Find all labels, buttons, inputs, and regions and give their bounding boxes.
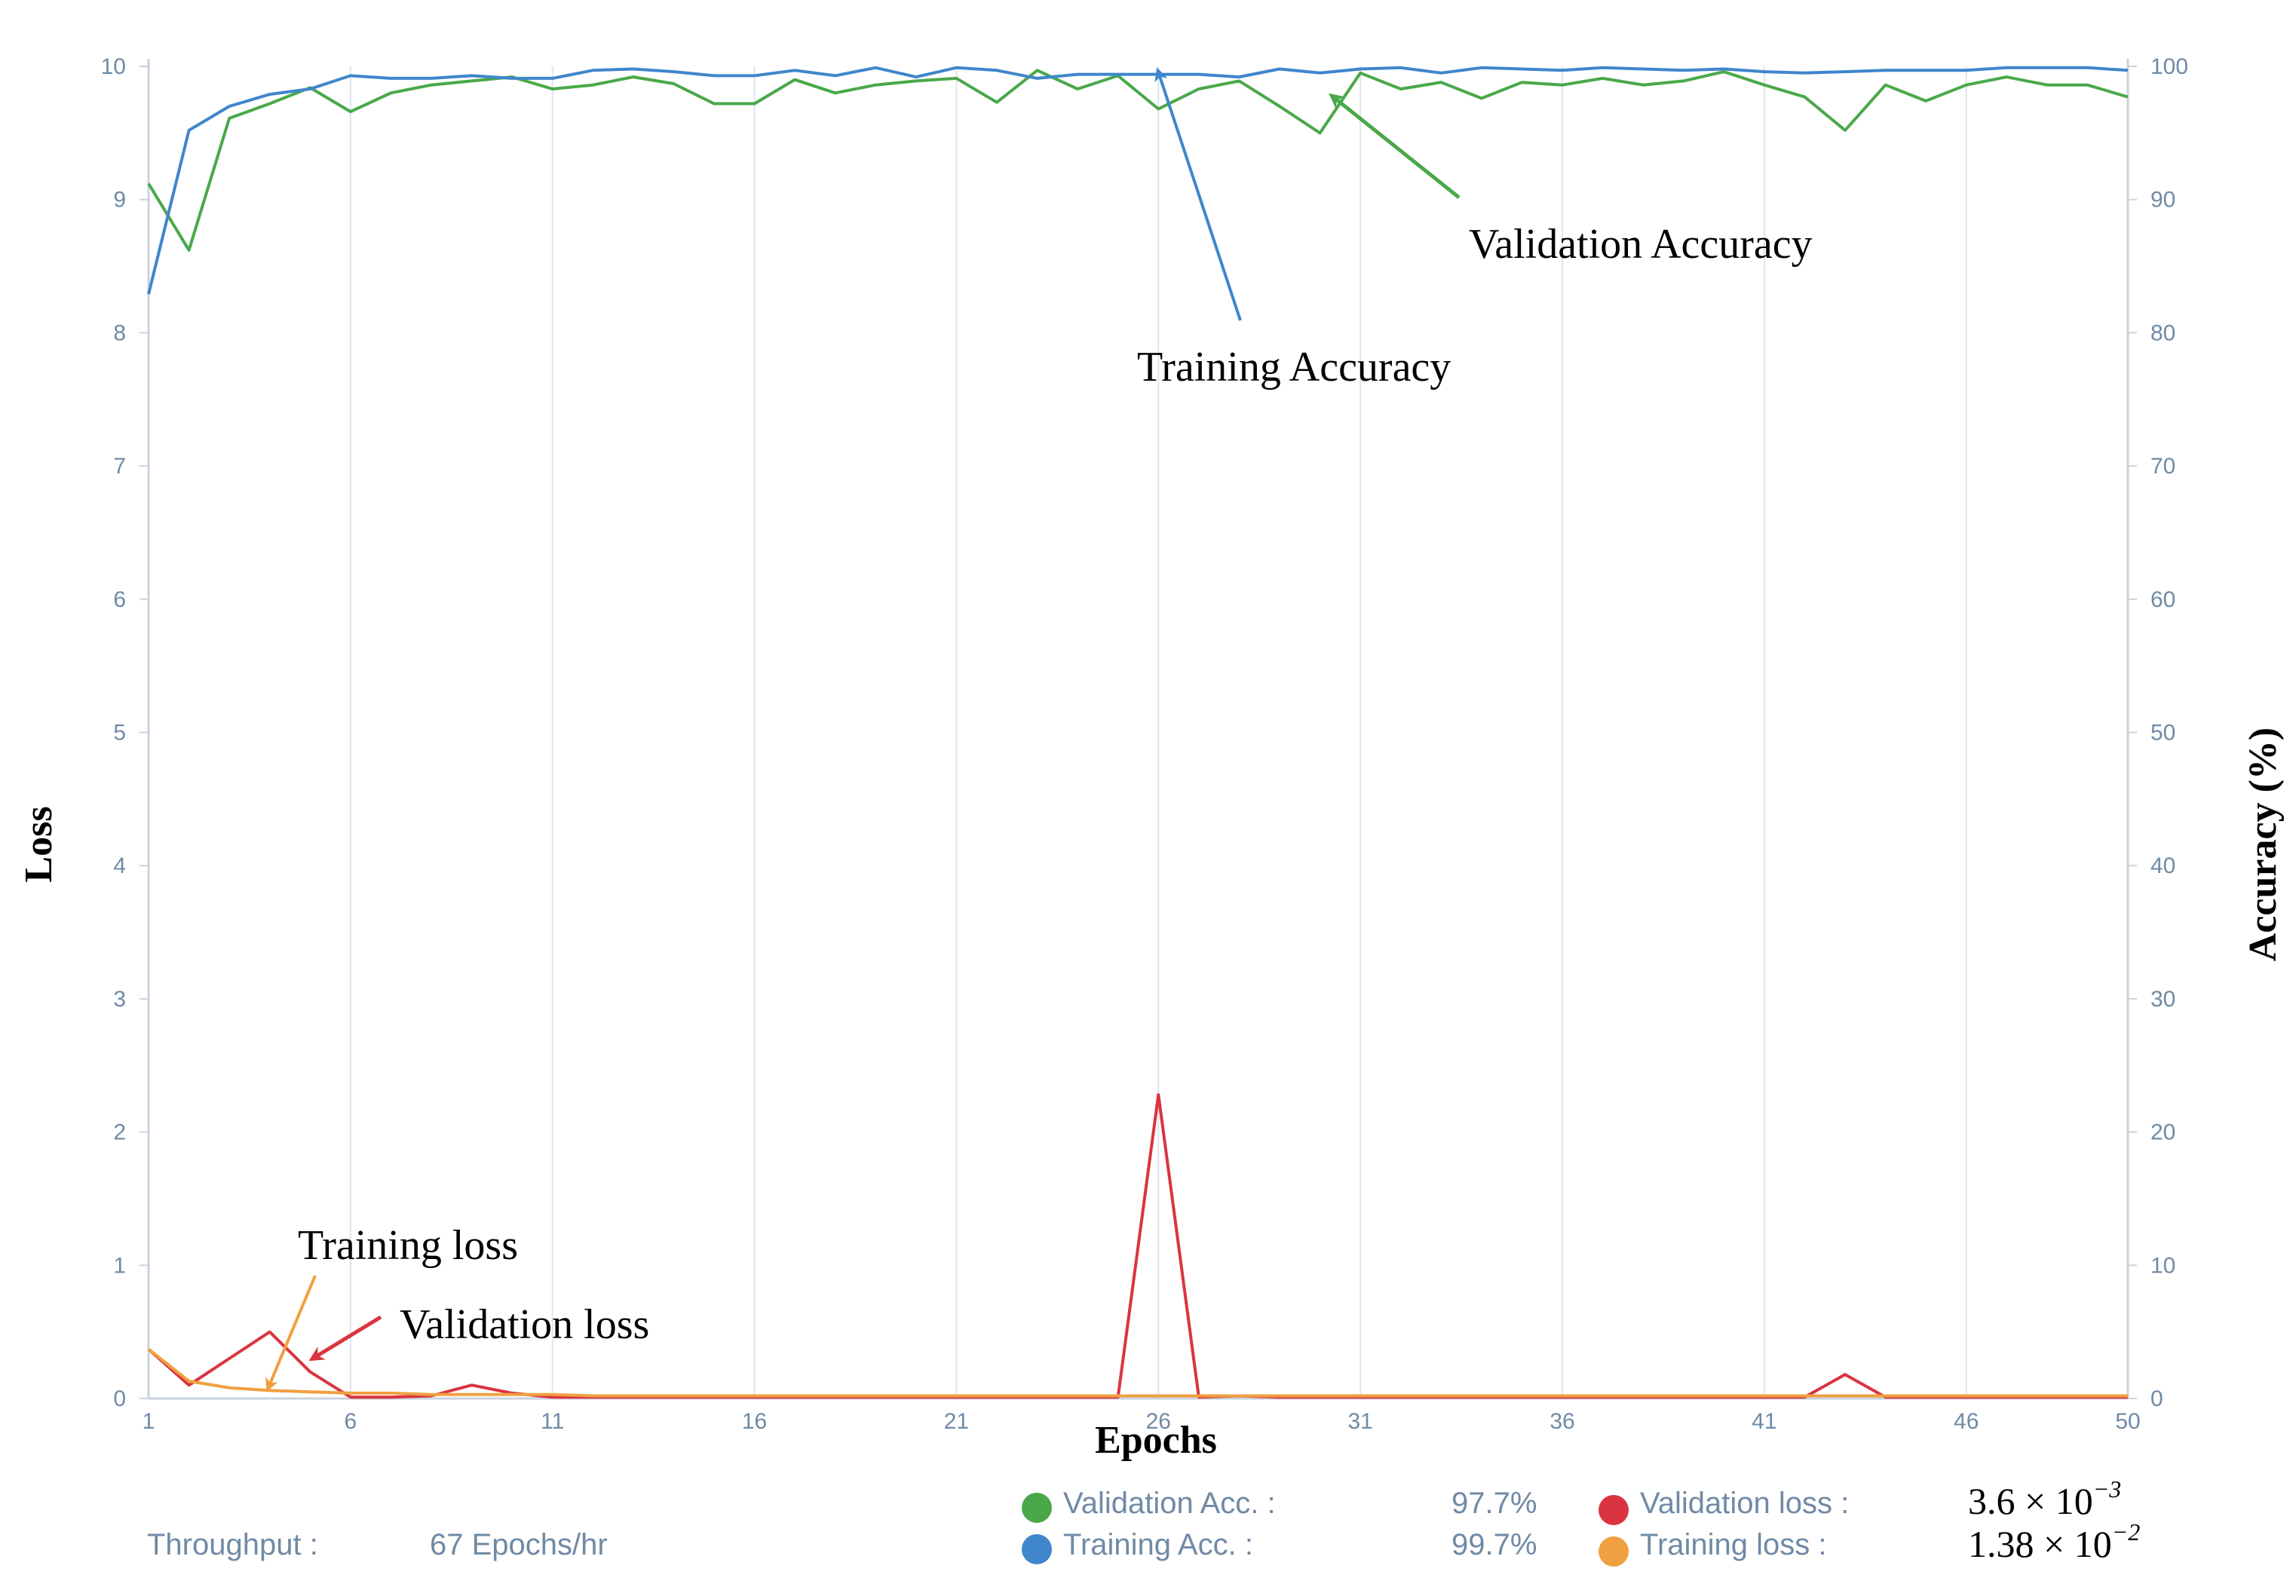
legend-value-validation-loss-exponent: −3	[2093, 1475, 2122, 1503]
throughput-value: 67 Epochs/hr	[430, 1528, 608, 1561]
annotation-training-loss: Training loss	[265, 1222, 518, 1392]
legend-value-training-loss: 1.38 × 10−2	[1968, 1518, 2140, 1565]
x-tick-label-6: 6	[345, 1409, 357, 1434]
legend-item-validation-acc: Validation Acc. : 97.7%	[1022, 1487, 1537, 1523]
x-tick-label-21: 21	[944, 1409, 969, 1434]
legend: Throughput : 67 Epochs/hr Validation Acc…	[147, 1475, 2140, 1567]
y-right-tick-label-70: 70	[2150, 454, 2175, 479]
legend-dot-validation-acc	[1022, 1493, 1052, 1523]
series-line-training-loss	[147, 1348, 2128, 1398]
y-left-tick-label-9: 9	[113, 188, 126, 213]
y-axis-right-title: Accuracy (%)	[2242, 728, 2285, 961]
y-axis-left-title: Loss	[17, 806, 60, 882]
legend-item-training-loss: Training loss : 1.38 × 10−2	[1599, 1518, 2140, 1567]
legend-label-training-loss: Training loss :	[1640, 1528, 1827, 1561]
x-tick-label-36: 36	[1550, 1409, 1574, 1434]
annotation-label-training-accuracy: Training Accuracy	[1137, 344, 1451, 391]
y-right-tick-label-40: 40	[2150, 853, 2175, 878]
annotation-arrow-training-loss	[265, 1275, 317, 1392]
y-right-tick-label-10: 10	[2150, 1253, 2175, 1278]
annotation-validation-accuracy: Validation Accuracy	[1329, 93, 1813, 268]
legend-dot-validation-loss	[1599, 1495, 1629, 1525]
legend-item-validation-loss: Validation loss : 3.6 × 10−3	[1599, 1475, 2121, 1525]
y-left-tick-label-6: 6	[113, 587, 126, 612]
annotation-arrow-training-accuracy	[1154, 67, 1242, 321]
y-left-tick-label-2: 2	[113, 1120, 126, 1145]
legend-value-training-loss-exponent: −2	[2112, 1518, 2141, 1545]
y-left-tick-label-4: 4	[113, 853, 126, 878]
x-tick-label-46: 46	[1954, 1409, 1979, 1434]
annotation-label-training-loss: Training loss	[298, 1222, 518, 1269]
x-tick-label-11: 11	[541, 1409, 564, 1434]
legend-value-validation-loss-mantissa: 3.6 × 10	[1968, 1480, 2093, 1522]
series-lines	[147, 66, 2129, 1399]
annotation-label-validation-accuracy: Validation Accuracy	[1469, 221, 1813, 268]
x-tick-label-16: 16	[742, 1409, 767, 1434]
tick-labels: 1 6 11 16 21 26 31 36 41 46 5001234567891001020304…	[101, 54, 2188, 1434]
legend-item-training-acc: Training Acc. : 99.7%	[1022, 1528, 1537, 1564]
annotation-validation-loss: Validation loss	[308, 1301, 649, 1362]
legend-label-validation-loss: Validation loss :	[1640, 1487, 1849, 1520]
legend-dot-training-acc	[1022, 1534, 1052, 1564]
grid	[349, 66, 1967, 1398]
y-right-tick-label-50: 50	[2150, 721, 2175, 746]
annotation-training-accuracy: Training Accuracy	[1137, 67, 1451, 391]
legend-value-training-loss-mantissa: 1.38 × 10	[1968, 1523, 2112, 1565]
annotation-label-validation-loss: Validation loss	[400, 1301, 649, 1348]
legend-label-validation-acc: Validation Acc. :	[1063, 1487, 1276, 1520]
y-left-tick-label-8: 8	[113, 320, 126, 345]
legend-dot-training-loss	[1599, 1536, 1629, 1567]
y-right-tick-label-60: 60	[2150, 587, 2175, 612]
x-tick-label-50: 50	[2115, 1409, 2140, 1434]
y-left-tick-label-1: 1	[113, 1253, 126, 1278]
y-left-tick-label-5: 5	[113, 721, 126, 746]
y-left-tick-label-7: 7	[113, 454, 126, 479]
annotation-arrow-validation-loss	[308, 1315, 382, 1362]
y-left-tick-label-10: 10	[101, 54, 126, 79]
y-right-tick-label-100: 100	[2150, 54, 2188, 79]
x-axis-title: Epochs	[1095, 1419, 1217, 1462]
y-right-tick-label-20: 20	[2150, 1120, 2175, 1145]
y-left-tick-label-3: 3	[113, 987, 126, 1012]
legend-value-validation-loss: 3.6 × 10−3	[1968, 1475, 2121, 1522]
axes	[139, 59, 2137, 1400]
y-right-tick-label-80: 80	[2150, 320, 2175, 345]
legend-value-training-acc: 99.7%	[1451, 1528, 1537, 1561]
legend-value-validation-acc: 97.7%	[1451, 1487, 1537, 1520]
series-line-validation-acc	[147, 69, 2129, 252]
x-tick-label-41: 41	[1752, 1409, 1776, 1434]
y-left-tick-label-0: 0	[113, 1386, 126, 1411]
y-right-tick-label-90: 90	[2150, 188, 2175, 213]
series-line-training-acc	[147, 66, 2129, 295]
x-tick-label-31: 31	[1347, 1409, 1372, 1434]
x-tick-label-1: 1	[143, 1409, 155, 1434]
annotation-arrow-validation-accuracy	[1329, 93, 1461, 199]
throughput-label: Throughput :	[147, 1528, 318, 1561]
y-right-tick-label-30: 30	[2150, 987, 2175, 1012]
legend-label-training-acc: Training Acc. :	[1063, 1528, 1253, 1561]
y-right-tick-label-0: 0	[2150, 1386, 2163, 1411]
x-tick-label-26: 26	[1146, 1409, 1171, 1434]
